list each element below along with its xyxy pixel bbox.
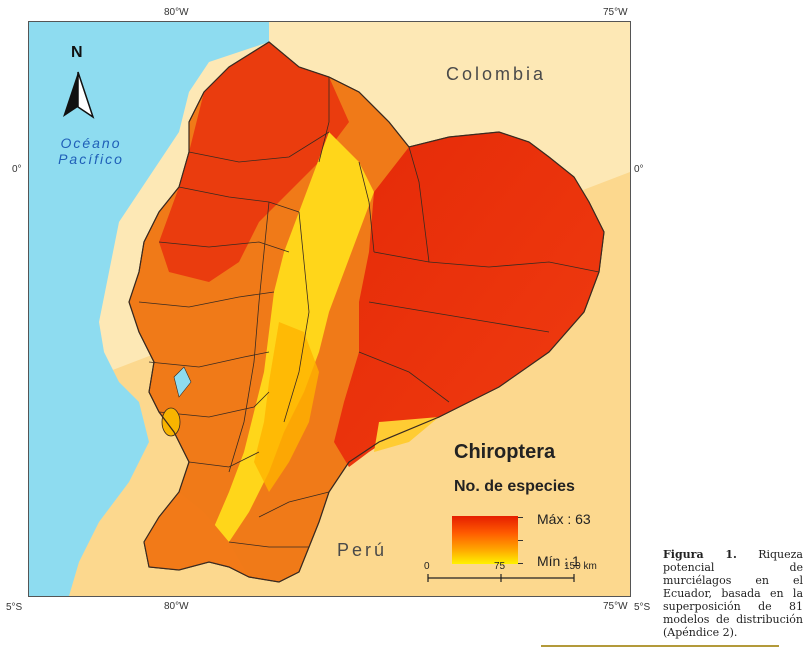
caption-text: Riqueza potencial de murciélagos en el E… [663,548,803,639]
figure-caption: Figura 1. Riqueza potencial de murciélag… [663,548,803,639]
map-frame: Colombia Perú Océano Pacífico N [28,21,631,597]
legend-title: Chiroptera [454,441,556,463]
lon-label-top-left: 80°W [164,7,189,18]
lat-label-left-equator: 0° [12,164,22,175]
amazon-south-low [374,417,439,452]
scale-label-0: 0 [424,561,430,572]
ocean-label: Océano Pacífico [41,135,141,167]
coast-high-richness [159,42,349,282]
ocean-area [29,22,269,596]
legend-max-label: Máx : 63 [537,511,591,527]
puna-island [161,407,181,437]
scale-bar [427,574,575,582]
legend-color-ramp [452,516,518,564]
lat-label-left-south: 5°S [6,602,23,613]
north-label: N [71,44,83,61]
lon-label-top-right: 75°W [603,7,628,18]
lon-label-bottom-right: 75°W [603,601,628,612]
map-canvas [29,22,630,596]
scale-label-75: 75 [494,561,506,572]
andes-mid-richness [254,322,319,492]
province-borders [138,77,600,548]
legend-min-label: Mín : 1 [537,553,580,569]
peru-label: Perú [337,540,388,560]
legend-subtitle: No. de especies [454,478,575,495]
legend-tick-min [518,563,523,564]
lat-label-right-south: 5°S [634,602,651,613]
caption-rule [541,645,779,647]
ecuador-border [128,41,605,583]
southwest-region [144,492,249,577]
amazon-high-richness [334,132,604,467]
caption-label: Figura 1. [663,548,737,561]
legend-tick-max [518,517,523,518]
lon-label-bottom-left: 80°W [164,601,189,612]
ocean-label-line1: Océano [60,135,122,151]
ocean-label-line2: Pacífico [58,151,124,167]
north-arrow-icon [63,71,95,119]
lat-label-right-equator: 0° [634,164,644,175]
colombia-label: Colombia [446,64,547,84]
scale-label-150: 150 km [564,561,597,572]
estuary [173,366,192,398]
legend-tick-mid [518,540,523,541]
